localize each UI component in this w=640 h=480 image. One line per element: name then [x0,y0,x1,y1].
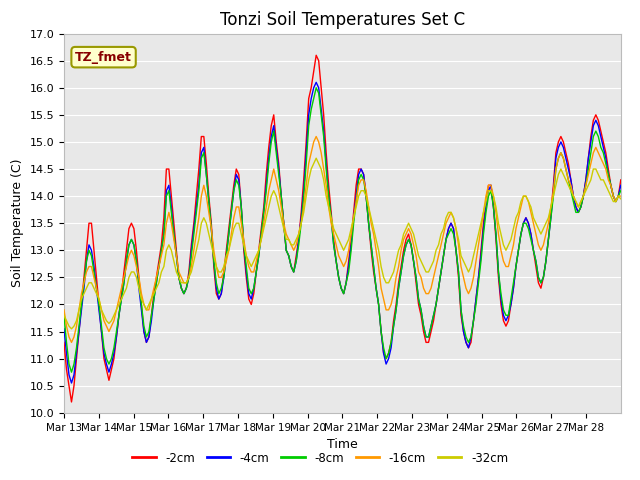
Y-axis label: Soil Temperature (C): Soil Temperature (C) [11,159,24,288]
Text: TZ_fmet: TZ_fmet [75,51,132,64]
X-axis label: Time: Time [327,438,358,451]
Legend: -2cm, -4cm, -8cm, -16cm, -32cm: -2cm, -4cm, -8cm, -16cm, -32cm [127,447,513,469]
Title: Tonzi Soil Temperatures Set C: Tonzi Soil Temperatures Set C [220,11,465,29]
